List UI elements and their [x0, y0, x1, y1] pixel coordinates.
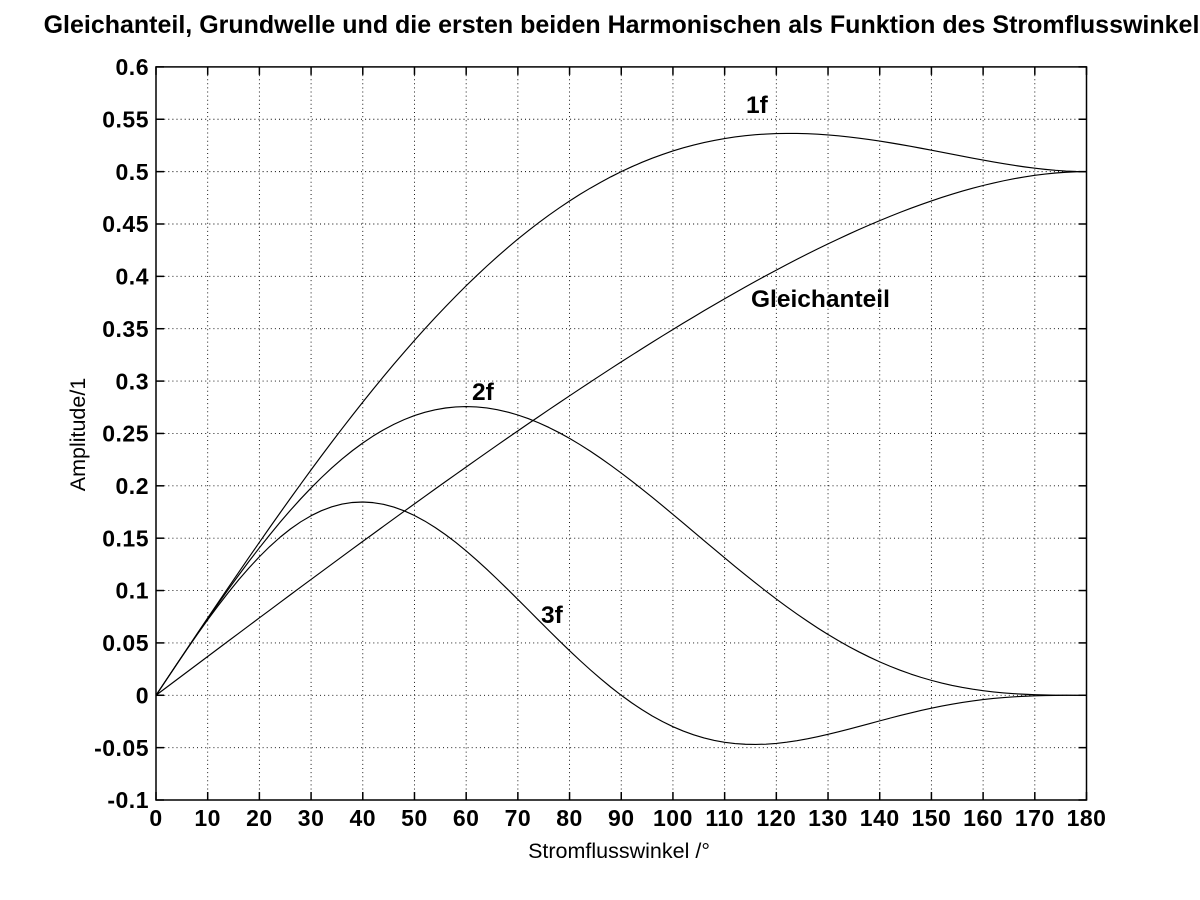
svg-text:30: 30: [298, 805, 325, 831]
svg-text:Gleichanteil, Grundwelle und d: Gleichanteil, Grundwelle und die ersten …: [44, 11, 1200, 39]
svg-text:70: 70: [505, 805, 532, 831]
svg-text:110: 110: [705, 805, 744, 831]
svg-text:180: 180: [1067, 805, 1107, 831]
svg-text:130: 130: [808, 805, 848, 831]
svg-text:0.55: 0.55: [102, 106, 149, 132]
svg-text:160: 160: [963, 805, 1003, 831]
svg-text:20: 20: [246, 805, 273, 831]
svg-text:1f: 1f: [746, 92, 769, 119]
svg-text:140: 140: [860, 805, 900, 831]
svg-text:40: 40: [349, 805, 376, 831]
svg-text:150: 150: [911, 805, 951, 831]
svg-text:0: 0: [149, 805, 162, 831]
svg-text:0.15: 0.15: [102, 525, 149, 551]
svg-text:0.05: 0.05: [102, 630, 149, 656]
svg-text:-0.05: -0.05: [94, 735, 149, 761]
svg-text:10: 10: [194, 805, 221, 831]
svg-text:0.45: 0.45: [102, 211, 149, 237]
svg-text:0.6: 0.6: [116, 54, 149, 80]
svg-text:0.5: 0.5: [116, 159, 149, 185]
svg-text:0.4: 0.4: [116, 264, 149, 290]
svg-text:2f: 2f: [472, 379, 495, 406]
svg-text:Amplitude/1: Amplitude/1: [66, 378, 90, 492]
svg-text:0.2: 0.2: [116, 473, 149, 499]
svg-text:0.1: 0.1: [116, 578, 149, 604]
svg-text:50: 50: [401, 805, 428, 831]
svg-text:-0.1: -0.1: [107, 787, 149, 813]
svg-text:Stromflusswinkel /°: Stromflusswinkel /°: [528, 839, 710, 863]
svg-text:0.35: 0.35: [102, 316, 149, 342]
svg-text:0.25: 0.25: [102, 421, 149, 447]
svg-text:60: 60: [453, 805, 480, 831]
svg-text:0: 0: [136, 682, 149, 708]
svg-text:100: 100: [653, 805, 693, 831]
svg-text:80: 80: [556, 805, 583, 831]
svg-text:120: 120: [756, 805, 796, 831]
svg-text:3f: 3f: [541, 602, 564, 629]
svg-text:0.3: 0.3: [116, 368, 149, 394]
svg-text:Gleichanteil: Gleichanteil: [751, 286, 890, 313]
svg-text:90: 90: [608, 805, 635, 831]
svg-text:170: 170: [1015, 805, 1055, 831]
